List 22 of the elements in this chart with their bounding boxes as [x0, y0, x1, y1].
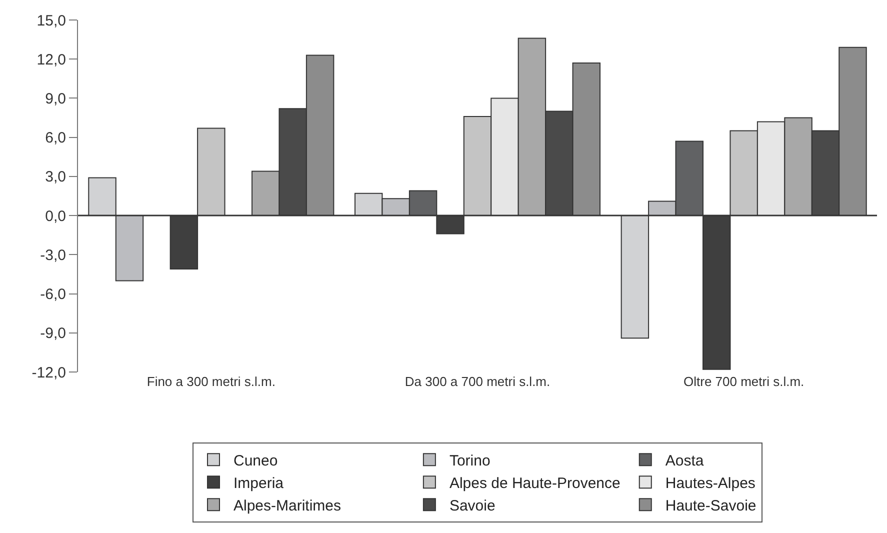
x-tick-label: Oltre 700 metri s.l.m. [684, 374, 804, 389]
y-tick-label: 6,0 [45, 130, 66, 147]
x-tick-label: Fino a 300 metri s.l.m. [146, 374, 276, 389]
y-tick-label: -12,0 [32, 364, 66, 382]
y-tick-label: 9,0 [45, 90, 66, 108]
y-tick-label: 0,0 [45, 208, 66, 225]
legend-label: Aosta [665, 452, 704, 470]
y-tick-label: 12,0 [36, 51, 66, 68]
x-tick-label: Da 300 a 700 metri s.l.m. [404, 374, 550, 389]
legend-label: Hautes-Alpes [665, 475, 756, 492]
legend-label: Alpes-Maritimes [234, 498, 342, 514]
y-tick-label: -9,0 [40, 325, 66, 342]
legend-label: Imperia [234, 475, 284, 492]
legend-label: Savoie [449, 498, 496, 514]
legend-label: Alpes de Haute-Provence [449, 475, 620, 492]
legend-label: Cuneo [234, 452, 278, 470]
legend-label: Torino [449, 452, 490, 470]
y-tick-label: -3,0 [40, 246, 66, 264]
legend-label: Haute-Savoie [665, 498, 756, 514]
y-tick-label: 15,0 [36, 12, 66, 30]
y-tick-label: -6,0 [40, 286, 66, 304]
y-tick-label: 3,0 [45, 168, 66, 186]
